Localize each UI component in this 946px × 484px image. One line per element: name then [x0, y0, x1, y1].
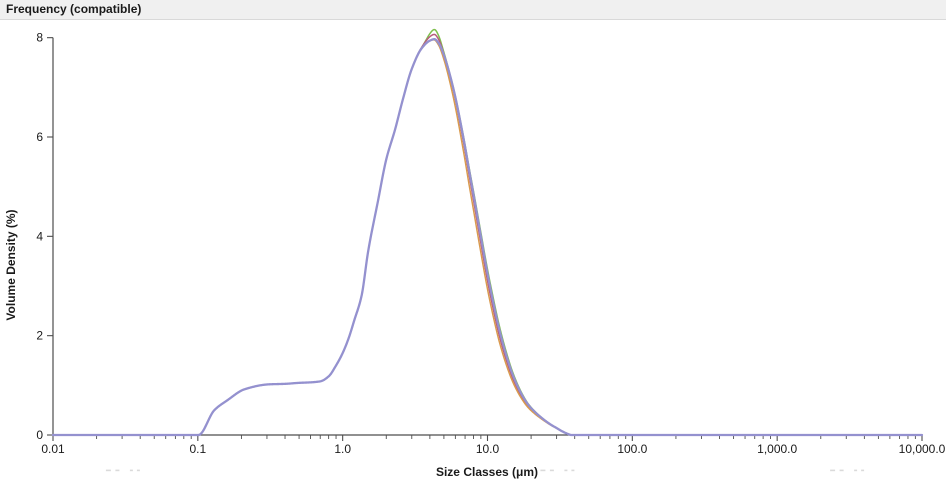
- svg-text:4: 4: [36, 229, 43, 243]
- svg-text:10.0: 10.0: [476, 442, 500, 456]
- svg-text:100.0: 100.0: [617, 442, 647, 456]
- svg-text:8: 8: [36, 31, 43, 45]
- svg-text:0.1: 0.1: [189, 442, 206, 456]
- svg-text:2: 2: [36, 329, 43, 343]
- svg-text:10,000.0: 10,000.0: [899, 442, 946, 456]
- svg-text:1,000.0: 1,000.0: [757, 442, 797, 456]
- svg-text:0: 0: [36, 428, 43, 442]
- svg-text:0.01: 0.01: [41, 442, 65, 456]
- svg-text:6: 6: [36, 130, 43, 144]
- svg-text:1.0: 1.0: [334, 442, 351, 456]
